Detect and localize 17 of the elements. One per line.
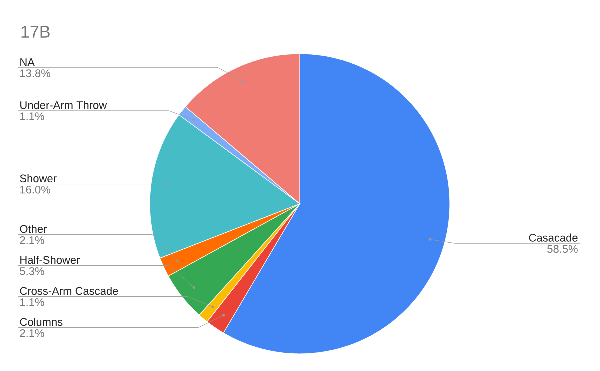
data-label: 1.1%	[20, 298, 44, 306]
chart-title: 17B	[22, 26, 50, 38]
data-label: 5.3%	[20, 267, 44, 276]
slice-label: Cross-Arm Cascade	[20, 287, 118, 296]
data-label: 13.8%	[20, 70, 50, 78]
slice-label: NA	[20, 58, 35, 66]
data-label: 58.5%	[548, 245, 578, 254]
data-label: 1.1%	[20, 112, 44, 120]
slice-label: Other	[20, 225, 48, 234]
slice-label: Half-Shower	[20, 256, 80, 264]
data-label: 16.0%	[20, 186, 50, 194]
slice-label: Casacade	[529, 234, 578, 242]
data-label: 2.1%	[20, 236, 44, 244]
data-label: 2.1%	[20, 329, 44, 338]
slice-label: Under-Arm Throw	[20, 101, 108, 110]
slice-label: Shower	[20, 174, 57, 183]
slice-label: Columns	[20, 318, 63, 326]
